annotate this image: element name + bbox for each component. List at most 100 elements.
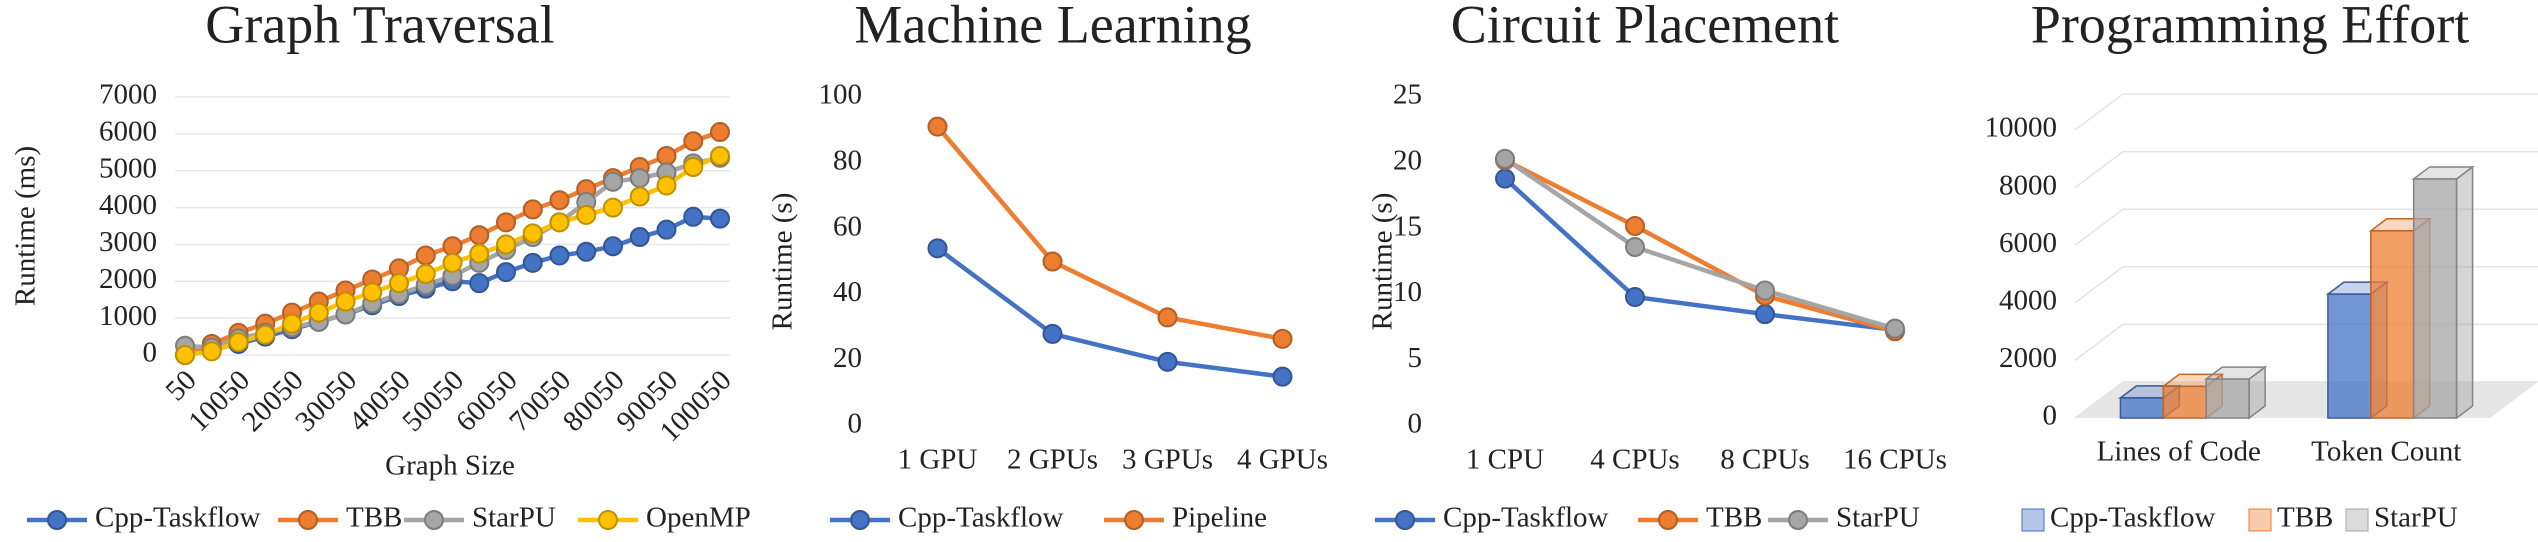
marker <box>389 273 409 294</box>
legend-swatch <box>2248 508 2272 532</box>
line <box>1503 176 1896 333</box>
marker <box>683 157 704 178</box>
y-tick-label: 7000 <box>99 79 157 111</box>
y-tick-label: 2000 <box>99 263 157 295</box>
x-tick-label: 30050 <box>289 364 363 438</box>
legend-label: Cpp-Taskflow <box>1443 502 1609 534</box>
marker <box>442 236 463 257</box>
x-tick-label: Token Count <box>2311 436 2461 468</box>
legend-marker <box>424 510 444 530</box>
grid-line <box>2074 93 2538 131</box>
marker <box>1272 328 1293 349</box>
marker <box>927 238 948 259</box>
marker <box>576 241 597 262</box>
legend-label: Pipeline <box>1172 502 1267 534</box>
line <box>1503 156 1896 331</box>
legend-label: StarPU <box>1836 502 1920 534</box>
y-tick-label: 10000 <box>1985 112 2058 144</box>
bar <box>2412 178 2458 419</box>
marker <box>496 262 516 283</box>
marker <box>1625 215 1645 236</box>
y-tick-label: 60 <box>833 210 862 242</box>
x-tick-label: 70050 <box>503 364 577 438</box>
line <box>935 125 1283 342</box>
x-tick-label: Lines of Code <box>2097 436 2261 468</box>
legend-swatch <box>2345 508 2369 532</box>
legend-marker <box>298 510 318 530</box>
x-tick-label: 80050 <box>557 364 631 438</box>
y-tick-label: 5000 <box>99 152 157 184</box>
marker <box>308 302 329 323</box>
marker <box>1755 280 1775 301</box>
marker <box>1495 168 1515 189</box>
marker <box>710 122 730 143</box>
marker <box>927 116 948 137</box>
marker <box>228 332 249 353</box>
y-tick-label: 20 <box>833 342 862 374</box>
marker <box>201 341 222 362</box>
legend-label: StarPU <box>2374 502 2458 534</box>
marker <box>442 252 463 273</box>
x-tick-label: 4 GPUs <box>1237 444 1328 476</box>
x-tick-label: 3 GPUs <box>1122 444 1213 476</box>
x-axis-label: Graph Size <box>385 450 515 482</box>
chart-title: Circuit Placement <box>1451 0 1839 54</box>
line <box>1503 158 1896 334</box>
y-tick-label: 0 <box>1408 408 1423 440</box>
x-tick-label: 16 CPUs <box>1843 444 1947 476</box>
y-tick-label: 25 <box>1393 79 1422 111</box>
line <box>936 246 1283 379</box>
marker <box>549 190 570 211</box>
marker <box>1042 323 1063 344</box>
marker <box>1625 287 1645 308</box>
legend-label: StarPU <box>472 502 556 534</box>
marker <box>255 324 276 345</box>
chart-title: Machine Learning <box>854 0 1251 54</box>
marker <box>549 245 570 266</box>
legend-swatch <box>2021 508 2045 532</box>
marker <box>469 225 490 246</box>
marker <box>335 291 356 312</box>
x-tick-label: 60050 <box>450 364 524 438</box>
chart-title: Graph Traversal <box>205 0 554 54</box>
y-tick-label: 4000 <box>1999 284 2057 316</box>
y-tick-label: 3000 <box>99 226 157 258</box>
marker <box>362 282 383 303</box>
marker <box>175 345 195 365</box>
chart-title: Programming Effort <box>2031 0 2469 54</box>
marker <box>1625 237 1645 258</box>
marker <box>1495 148 1515 169</box>
y-tick-label: 1000 <box>99 300 157 332</box>
y-tick-label: 0 <box>143 337 158 369</box>
marker <box>629 186 650 207</box>
y-axis-label: Runtime (s) <box>1367 193 1399 331</box>
bar <box>2119 397 2165 419</box>
y-tick-label: 5 <box>1408 342 1423 374</box>
marker <box>603 236 623 257</box>
y-tick-label: 6000 <box>1999 227 2057 259</box>
y-tick-label: 40 <box>833 276 862 308</box>
y-tick-label: 10 <box>1393 276 1422 308</box>
bar-side <box>2455 165 2474 420</box>
bar-group <box>2203 365 2268 420</box>
marker <box>683 206 704 227</box>
marker <box>415 245 436 266</box>
legend-marker <box>1788 510 1808 530</box>
y-tick-label: 2000 <box>1999 342 2057 374</box>
bar-group <box>2411 165 2475 420</box>
y-tick-label: 15 <box>1393 210 1422 242</box>
y-tick-label: 0 <box>2043 400 2058 432</box>
marker <box>469 243 490 264</box>
marker <box>1272 366 1293 387</box>
x-tick-label: 8 CPUs <box>1720 444 1809 476</box>
marker <box>629 227 650 248</box>
y-axis-label: Runtime (s) <box>767 193 799 331</box>
grid-line <box>2074 208 2538 246</box>
x-tick-label: 50050 <box>396 364 470 438</box>
marker <box>603 171 623 192</box>
x-tick-label: 4 CPUs <box>1590 444 1679 476</box>
legend-label: TBB <box>2277 502 2333 534</box>
x-tick-label: 2 GPUs <box>1007 444 1098 476</box>
marker <box>496 234 516 255</box>
